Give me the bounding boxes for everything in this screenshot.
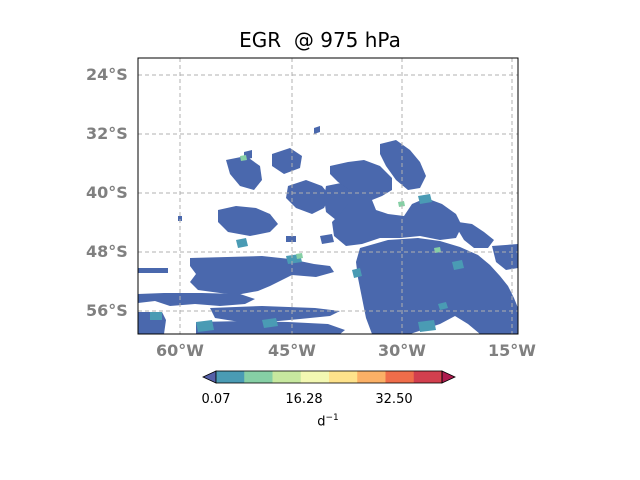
lon-label-30w: 30°W — [378, 341, 426, 360]
lat-label-32s: 32°S — [86, 124, 128, 143]
lat-label-40s: 40°S — [86, 183, 128, 202]
colorbar-tick-mid: 16.28 — [285, 392, 323, 407]
colorbar-bin-7 — [385, 371, 415, 383]
colorbar-tick-max: 32.50 — [375, 392, 413, 407]
colorbar — [202, 370, 456, 384]
colorbar-bin-5 — [329, 371, 358, 383]
lat-label-56s: 56°S — [86, 301, 128, 320]
map-frame — [137, 57, 519, 335]
colorbar-frame — [215, 370, 443, 384]
lon-label-45w: 45°W — [268, 341, 316, 360]
egr-field — [138, 126, 518, 334]
colorbar-units: d−1 — [317, 413, 339, 429]
colorbar-bin-1 — [216, 371, 245, 383]
colorbar-extend-max — [441, 370, 456, 384]
colorbar-extend-min — [202, 370, 217, 384]
lon-label-15w: 15°W — [488, 341, 536, 360]
lat-label-24s: 24°S — [86, 65, 128, 84]
lon-label-60w: 60°W — [156, 341, 204, 360]
colorbar-bin-4 — [300, 371, 330, 383]
colorbar-bin-8 — [413, 371, 443, 383]
colorbar-bin-3 — [272, 371, 302, 383]
lat-label-48s: 48°S — [86, 242, 128, 261]
colorbar-bin-2 — [244, 371, 273, 383]
colorbar-bin-6 — [357, 371, 386, 383]
map-title: EGR @ 975 hPa — [239, 28, 401, 52]
colorbar-tick-min: 0.07 — [201, 392, 231, 407]
units-base: d — [317, 414, 326, 430]
units-exponent: −1 — [325, 413, 339, 423]
graticule — [138, 58, 518, 334]
